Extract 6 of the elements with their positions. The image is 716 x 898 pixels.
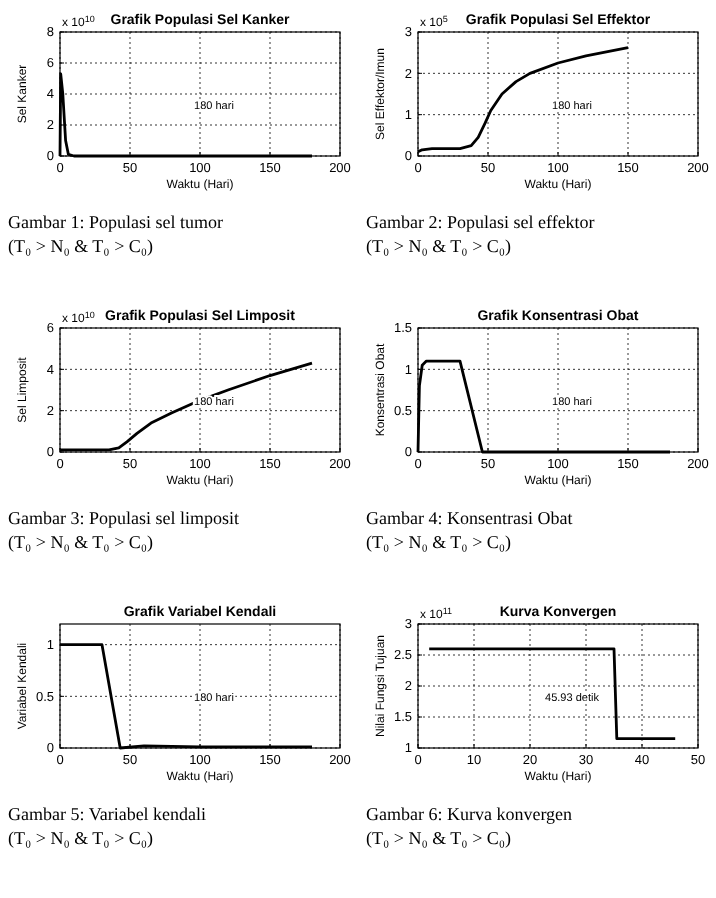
text: Gambar 6: Kurva konvergen (T₀ > N₀ & T₀ > C₀) xyxy=(366,804,574,848)
text: Gambar 1: Populasi sel tumor (T₀ > N₀ & T₀ > C₀) xyxy=(8,212,223,256)
text: Gambar 5: Variabel kendali (T₀ > N₀ & T₀ > C₀) xyxy=(8,804,208,848)
text: Gambar 4: Konsentrasi Obat (T₀ > N₀ & T₀ > C₀) xyxy=(366,508,574,552)
text: Gambar 3: Populasi sel limposit (T₀ > N₀ & T₀ > C₀) xyxy=(8,508,240,552)
text: Gambar 2: Populasi sel effektor (T₀ > N₀ & T₀ > C₀) xyxy=(366,212,595,256)
